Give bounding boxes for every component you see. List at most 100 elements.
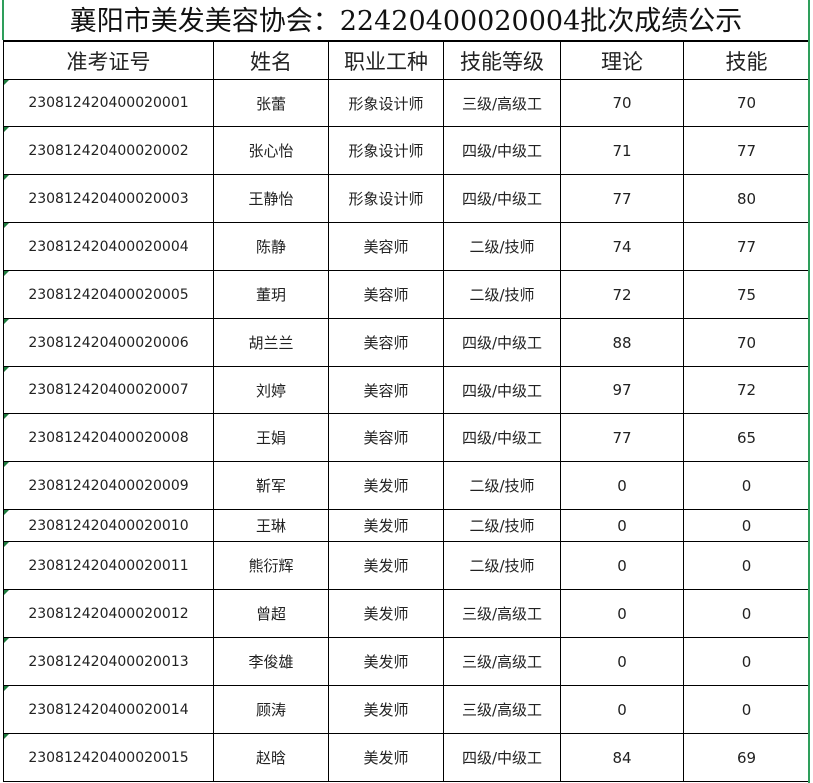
cell-exam-id[interactable]: 230812420400020012 [3, 589, 214, 638]
cell-skill-level[interactable]: 三级/高级工 [443, 589, 561, 638]
cell-name[interactable]: 董玥 [213, 270, 329, 319]
cell-occupation[interactable]: 美发师 [328, 637, 444, 686]
cell-theory-score[interactable]: 0 [560, 685, 684, 734]
cell-skill-level[interactable]: 四级/中级工 [443, 126, 561, 175]
cell-skill-level[interactable]: 四级/中级工 [443, 318, 561, 367]
cell-skill-level[interactable]: 三级/高级工 [443, 685, 561, 734]
cell-theory-score[interactable]: 0 [560, 541, 684, 590]
cell-exam-id[interactable]: 230812420400020007 [3, 366, 214, 414]
cell-theory-score[interactable]: 88 [560, 318, 684, 367]
cell-skill-level[interactable]: 二级/技师 [443, 509, 561, 542]
cell-name[interactable]: 张蕾 [213, 79, 329, 127]
cell-skill-level[interactable]: 四级/中级工 [443, 413, 561, 462]
cell-name[interactable]: 李俊雄 [213, 637, 329, 686]
cell-occupation[interactable]: 形象设计师 [328, 174, 444, 223]
cell-exam-id[interactable]: 230812420400020003 [3, 174, 214, 223]
cell-exam-id[interactable]: 230812420400020008 [3, 413, 214, 462]
cell-exam-id[interactable]: 230812420400020010 [3, 509, 214, 542]
table-row: 230812420400020015 赵晗 美发师 四级/中级工 84 69 [3, 733, 810, 782]
cell-skill-level[interactable]: 二级/技师 [443, 541, 561, 590]
cell-skill-score[interactable]: 0 [683, 637, 810, 686]
cell-skill-score[interactable]: 70 [683, 79, 810, 127]
cell-skill-level[interactable]: 四级/中级工 [443, 733, 561, 782]
cell-exam-id[interactable]: 230812420400020013 [3, 637, 214, 686]
page-title: 襄阳市美发美容协会：22420400020004批次成绩公示 [3, 0, 809, 41]
cell-theory-score[interactable]: 71 [560, 126, 684, 175]
cell-exam-id[interactable]: 230812420400020004 [3, 222, 214, 271]
cell-skill-score[interactable]: 69 [683, 733, 810, 782]
cell-occupation[interactable]: 美容师 [328, 222, 444, 271]
cell-skill-score[interactable]: 75 [683, 270, 810, 319]
cell-name[interactable]: 王琳 [213, 509, 329, 542]
cell-skill-score[interactable]: 70 [683, 318, 810, 367]
cell-skill-score[interactable]: 72 [683, 366, 810, 414]
cell-theory-score[interactable]: 84 [560, 733, 684, 782]
cell-occupation[interactable]: 美发师 [328, 733, 444, 782]
cell-occupation[interactable]: 形象设计师 [328, 79, 444, 127]
cell-exam-id[interactable]: 230812420400020006 [3, 318, 214, 367]
cell-theory-score[interactable]: 0 [560, 589, 684, 638]
cell-skill-level[interactable]: 三级/高级工 [443, 637, 561, 686]
cell-theory-score[interactable]: 70 [560, 79, 684, 127]
cell-skill-level[interactable]: 二级/技师 [443, 270, 561, 319]
cell-skill-level[interactable]: 四级/中级工 [443, 174, 561, 223]
cell-occupation[interactable]: 美发师 [328, 509, 444, 542]
cell-occupation[interactable]: 美容师 [328, 318, 444, 367]
cell-skill-score[interactable]: 77 [683, 222, 810, 271]
cell-name[interactable]: 赵晗 [213, 733, 329, 782]
cell-skill-score[interactable]: 0 [683, 589, 810, 638]
cell-skill-score[interactable]: 0 [683, 461, 810, 510]
cell-theory-score[interactable]: 0 [560, 509, 684, 542]
cell-occupation[interactable]: 形象设计师 [328, 126, 444, 175]
cell-theory-score[interactable]: 97 [560, 366, 684, 414]
cell-skill-score[interactable]: 80 [683, 174, 810, 223]
cell-occupation[interactable]: 美发师 [328, 685, 444, 734]
cell-exam-id[interactable]: 230812420400020005 [3, 270, 214, 319]
cell-name[interactable]: 王静怡 [213, 174, 329, 223]
cell-name[interactable]: 陈静 [213, 222, 329, 271]
cell-name[interactable]: 张心怡 [213, 126, 329, 175]
cell-skill-score[interactable]: 0 [683, 541, 810, 590]
cell-name[interactable]: 王娟 [213, 413, 329, 462]
cell-theory-score[interactable]: 74 [560, 222, 684, 271]
cell-theory-score[interactable]: 77 [560, 413, 684, 462]
cell-name[interactable]: 熊衍辉 [213, 541, 329, 590]
cell-name[interactable]: 曾超 [213, 589, 329, 638]
cell-occupation[interactable]: 美容师 [328, 270, 444, 319]
cell-skill-score[interactable]: 0 [683, 509, 810, 542]
table-row: 230812420400020006 胡兰兰 美容师 四级/中级工 88 70 [3, 318, 810, 367]
cell-skill-score[interactable]: 0 [683, 685, 810, 734]
table-row: 230812420400020005 董玥 美容师 二级/技师 72 75 [3, 270, 810, 319]
cell-occupation[interactable]: 美发师 [328, 541, 444, 590]
cell-name[interactable]: 胡兰兰 [213, 318, 329, 367]
cell-exam-id[interactable]: 230812420400020011 [3, 541, 214, 590]
column-header-occupation: 职业工种 [328, 41, 444, 80]
table-row: 230812420400020004 陈静 美容师 二级/技师 74 77 [3, 222, 810, 271]
cell-exam-id[interactable]: 230812420400020009 [3, 461, 214, 510]
cell-skill-score[interactable]: 65 [683, 413, 810, 462]
cell-occupation[interactable]: 美发师 [328, 589, 444, 638]
cell-exam-id[interactable]: 230812420400020014 [3, 685, 214, 734]
cell-name[interactable]: 顾涛 [213, 685, 329, 734]
cell-skill-level[interactable]: 二级/技师 [443, 222, 561, 271]
cell-theory-score[interactable]: 0 [560, 461, 684, 510]
cell-name[interactable]: 刘婷 [213, 366, 329, 414]
cell-theory-score[interactable]: 77 [560, 174, 684, 223]
cell-occupation[interactable]: 美容师 [328, 366, 444, 414]
cell-exam-id[interactable]: 230812420400020015 [3, 733, 214, 782]
cell-occupation[interactable]: 美容师 [328, 413, 444, 462]
cell-skill-level[interactable]: 三级/高级工 [443, 79, 561, 127]
table-row: 230812420400020001 张蕾 形象设计师 三级/高级工 70 70 [3, 79, 810, 127]
column-header-theory-score: 理论 [560, 41, 684, 80]
cell-name[interactable]: 靳军 [213, 461, 329, 510]
cell-exam-id[interactable]: 230812420400020002 [3, 126, 214, 175]
cell-occupation[interactable]: 美发师 [328, 461, 444, 510]
cell-exam-id[interactable]: 230812420400020001 [3, 79, 214, 127]
header-row: 准考证号 姓名 职业工种 技能等级 理论 技能 [3, 41, 810, 80]
cell-skill-score[interactable]: 77 [683, 126, 810, 175]
cell-theory-score[interactable]: 0 [560, 637, 684, 686]
cell-skill-level[interactable]: 四级/中级工 [443, 366, 561, 414]
table-row: 230812420400020010 王琳 美发师 二级/技师 0 0 [3, 509, 810, 542]
cell-theory-score[interactable]: 72 [560, 270, 684, 319]
cell-skill-level[interactable]: 二级/技师 [443, 461, 561, 510]
